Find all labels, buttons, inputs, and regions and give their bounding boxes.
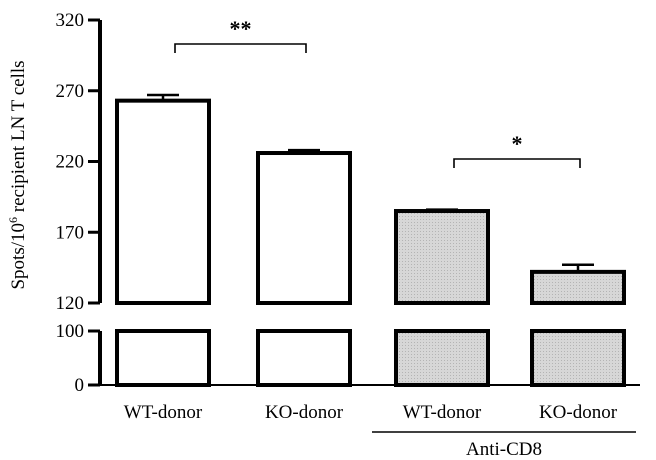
bar-lower bbox=[394, 329, 490, 387]
y-tick-label: 270 bbox=[56, 81, 85, 102]
bar-break-gap bbox=[255, 305, 353, 329]
significance-bracket bbox=[174, 43, 307, 53]
bar-upper bbox=[115, 98, 211, 305]
category-label: KO-donor bbox=[265, 402, 344, 423]
y-tick-label: 220 bbox=[56, 152, 85, 173]
y-tick-label: 320 bbox=[56, 10, 85, 31]
category-label: KO-donor bbox=[539, 402, 618, 423]
bar-upper bbox=[256, 151, 352, 305]
category-labels: WT-donor KO-donor WT-donor KO-donor bbox=[124, 402, 618, 423]
bar-lower bbox=[530, 329, 626, 387]
category-label: WT-donor bbox=[403, 402, 482, 423]
bar-break-gap bbox=[114, 305, 212, 329]
y-tick-label: 120 bbox=[56, 293, 85, 314]
y-tick-label: 0 bbox=[75, 375, 85, 396]
group-label: Anti-CD8 bbox=[466, 439, 542, 460]
significance-stars: ** bbox=[230, 16, 252, 41]
y-tick-label: 100 bbox=[56, 321, 85, 342]
bar-upper bbox=[394, 209, 490, 305]
group-annotation: Anti-CD8 bbox=[372, 431, 636, 460]
y-tick-labels: 120 170 220 270 320 0 100 bbox=[56, 10, 85, 396]
significance-brackets: *** bbox=[174, 16, 581, 168]
category-label: WT-donor bbox=[124, 402, 203, 423]
bar-upper bbox=[530, 269, 626, 305]
y-tick-label: 170 bbox=[56, 222, 85, 243]
bar-lower bbox=[256, 329, 352, 387]
bars bbox=[114, 93, 627, 387]
bar-break-gap bbox=[529, 305, 627, 329]
bar-break-gap bbox=[393, 305, 491, 329]
significance-stars: * bbox=[512, 131, 523, 156]
bar-lower bbox=[115, 329, 211, 387]
significance-bracket bbox=[453, 158, 581, 168]
y-axis-label: Spots/106 recipient LN T cells bbox=[6, 60, 29, 289]
